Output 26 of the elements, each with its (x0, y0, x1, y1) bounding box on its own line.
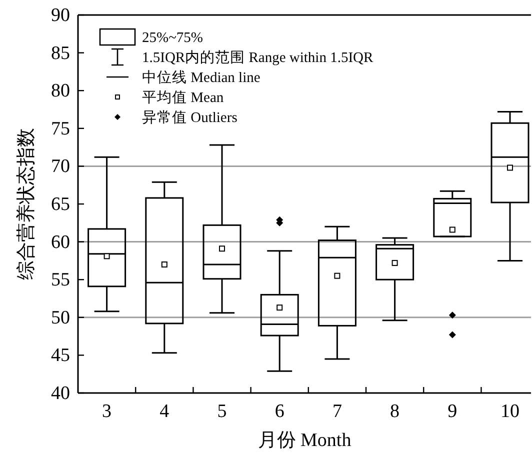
annotation: 1.5IQR内的范围 Range within 1.5IQR (142, 49, 374, 66)
y-tick-label: 85 (51, 42, 70, 64)
y-axis-title: 综合营养状态指数 (15, 128, 37, 280)
y-tick-label: 75 (51, 118, 70, 140)
x-tick-label: 6 (274, 401, 284, 422)
annotation: 中位线 Median line (142, 69, 260, 86)
y-tick-label: 90 (51, 5, 70, 26)
y-tick-label: 45 (51, 345, 70, 366)
y-tick-label: 50 (51, 307, 70, 328)
y-tick-label: 60 (51, 232, 70, 253)
x-tick-label: 10 (500, 401, 520, 422)
y-tick-label: 80 (51, 80, 70, 102)
x-axis-title: 月份 Month (258, 430, 352, 451)
x-tick-label: 4 (160, 401, 170, 422)
x-tick-label: 7 (332, 401, 342, 422)
x-tick-label: 8 (390, 401, 400, 422)
annotation: 25%~75% (142, 30, 204, 46)
y-tick-label: 55 (51, 270, 70, 291)
annotation: 异常值 Outliers (142, 109, 238, 126)
x-tick-label: 9 (448, 401, 458, 422)
y-tick-label: 70 (51, 156, 70, 178)
x-tick-label: 3 (102, 401, 112, 422)
y-tick-label: 65 (51, 194, 70, 215)
y-tick-label: 40 (51, 383, 70, 404)
x-tick-label: 5 (217, 401, 227, 422)
annotation: 平均值 Mean (142, 89, 224, 106)
